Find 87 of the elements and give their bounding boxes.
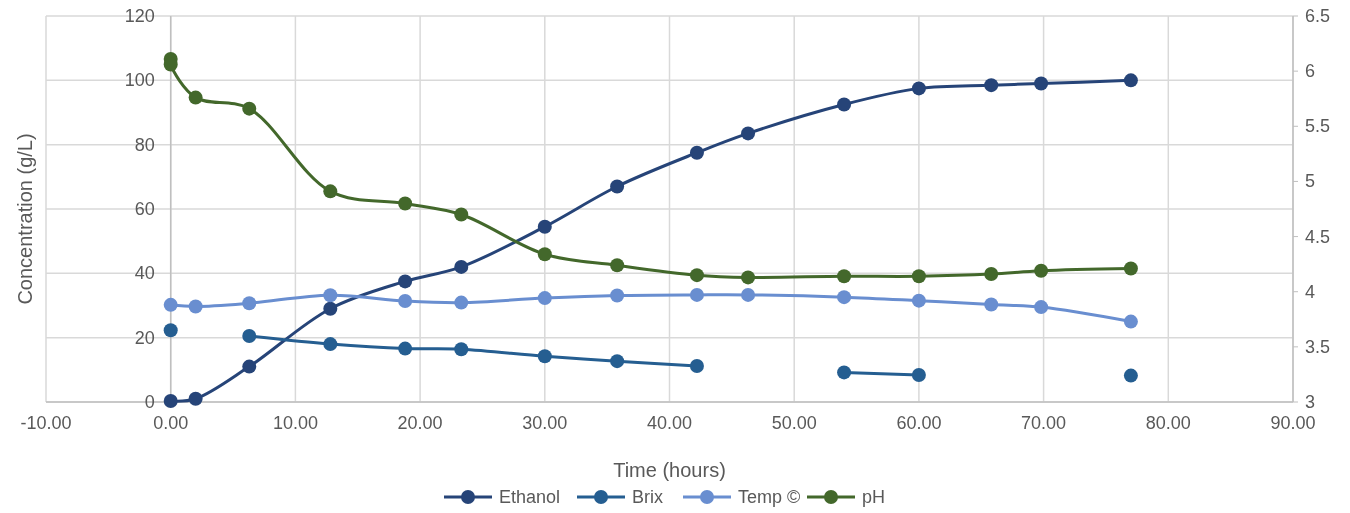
point bbox=[689, 268, 704, 283]
y-tick-label: 20 bbox=[134, 327, 155, 348]
x-tick-label: 20.00 bbox=[397, 413, 443, 433]
point bbox=[163, 394, 178, 409]
y-tick-label: 120 bbox=[124, 6, 155, 26]
y-tick-label: 60 bbox=[134, 199, 155, 219]
legend-label: Ethanol bbox=[499, 487, 561, 507]
point bbox=[242, 101, 257, 116]
point bbox=[741, 126, 756, 141]
point bbox=[911, 367, 926, 382]
y-tick-label: 80 bbox=[134, 134, 155, 155]
point bbox=[188, 90, 203, 105]
point bbox=[323, 301, 338, 316]
point bbox=[689, 145, 704, 160]
y2-tick-label: 3 bbox=[1305, 392, 1316, 412]
x-tick-label: 70.00 bbox=[1021, 413, 1067, 433]
point bbox=[398, 196, 413, 211]
point bbox=[1123, 368, 1138, 383]
y-axis-title: Concentration (g/L) bbox=[14, 133, 36, 305]
point bbox=[911, 269, 926, 284]
point bbox=[242, 296, 257, 311]
point bbox=[689, 287, 704, 302]
x-tick-label: 30.00 bbox=[522, 413, 568, 433]
point bbox=[911, 293, 926, 308]
point bbox=[537, 291, 552, 306]
point bbox=[741, 287, 756, 302]
y-tick-label: 100 bbox=[124, 70, 155, 91]
point bbox=[454, 295, 469, 310]
y2-tick-label: 3.5 bbox=[1305, 336, 1331, 357]
point bbox=[537, 247, 552, 262]
point bbox=[1123, 73, 1138, 88]
x-axis-title: Time (hours) bbox=[613, 459, 726, 481]
point bbox=[323, 288, 338, 303]
point bbox=[1123, 314, 1138, 329]
point bbox=[242, 329, 257, 344]
point bbox=[323, 184, 338, 199]
point bbox=[242, 359, 257, 374]
point bbox=[1034, 76, 1049, 91]
point bbox=[188, 299, 203, 314]
point bbox=[837, 269, 852, 284]
point bbox=[984, 267, 999, 282]
y2-tick-label: 5 bbox=[1305, 171, 1316, 192]
x-tick-label: 0.00 bbox=[153, 413, 189, 433]
point bbox=[1123, 261, 1138, 276]
y2-tick-label: 5.5 bbox=[1305, 116, 1331, 137]
x-tick-label: 60.00 bbox=[896, 413, 942, 433]
point bbox=[537, 219, 552, 234]
x-tick-label: 80.00 bbox=[1145, 413, 1191, 433]
point bbox=[398, 294, 413, 308]
y2-tick-label: 6.5 bbox=[1305, 6, 1331, 26]
point bbox=[837, 290, 852, 305]
x-tick-label: -10.00 bbox=[20, 413, 72, 433]
point bbox=[323, 337, 338, 352]
point bbox=[1034, 300, 1049, 315]
x-tick-label: 50.00 bbox=[771, 413, 817, 433]
point bbox=[837, 97, 852, 112]
point bbox=[454, 259, 469, 274]
point bbox=[984, 78, 999, 93]
x-tick-label: 40.00 bbox=[646, 413, 693, 433]
point bbox=[610, 258, 625, 273]
legend-label: pH bbox=[862, 487, 886, 507]
point bbox=[163, 323, 178, 338]
legend-label: Brix bbox=[632, 487, 663, 507]
point bbox=[689, 358, 704, 373]
point bbox=[537, 349, 552, 364]
x-tick-label: 90.00 bbox=[1270, 413, 1316, 433]
point bbox=[188, 391, 203, 406]
point bbox=[984, 297, 999, 312]
point bbox=[911, 81, 926, 96]
point bbox=[741, 270, 756, 285]
y2-tick-label: 4.5 bbox=[1305, 226, 1331, 247]
point bbox=[398, 341, 413, 356]
point bbox=[610, 179, 625, 194]
point bbox=[163, 297, 178, 312]
point bbox=[398, 274, 413, 289]
point bbox=[454, 207, 469, 222]
legend-label: Temp © bbox=[738, 487, 801, 507]
y-tick-label: 0 bbox=[144, 392, 155, 412]
point bbox=[610, 354, 625, 369]
y2-tick-label: 4 bbox=[1305, 281, 1316, 302]
y-tick-label: 40 bbox=[134, 263, 155, 284]
y2-tick-label: 6 bbox=[1305, 61, 1316, 82]
point bbox=[454, 342, 469, 357]
point bbox=[1034, 263, 1049, 278]
point bbox=[610, 288, 625, 303]
x-tick-label: 10.00 bbox=[272, 413, 318, 433]
point bbox=[837, 365, 852, 380]
